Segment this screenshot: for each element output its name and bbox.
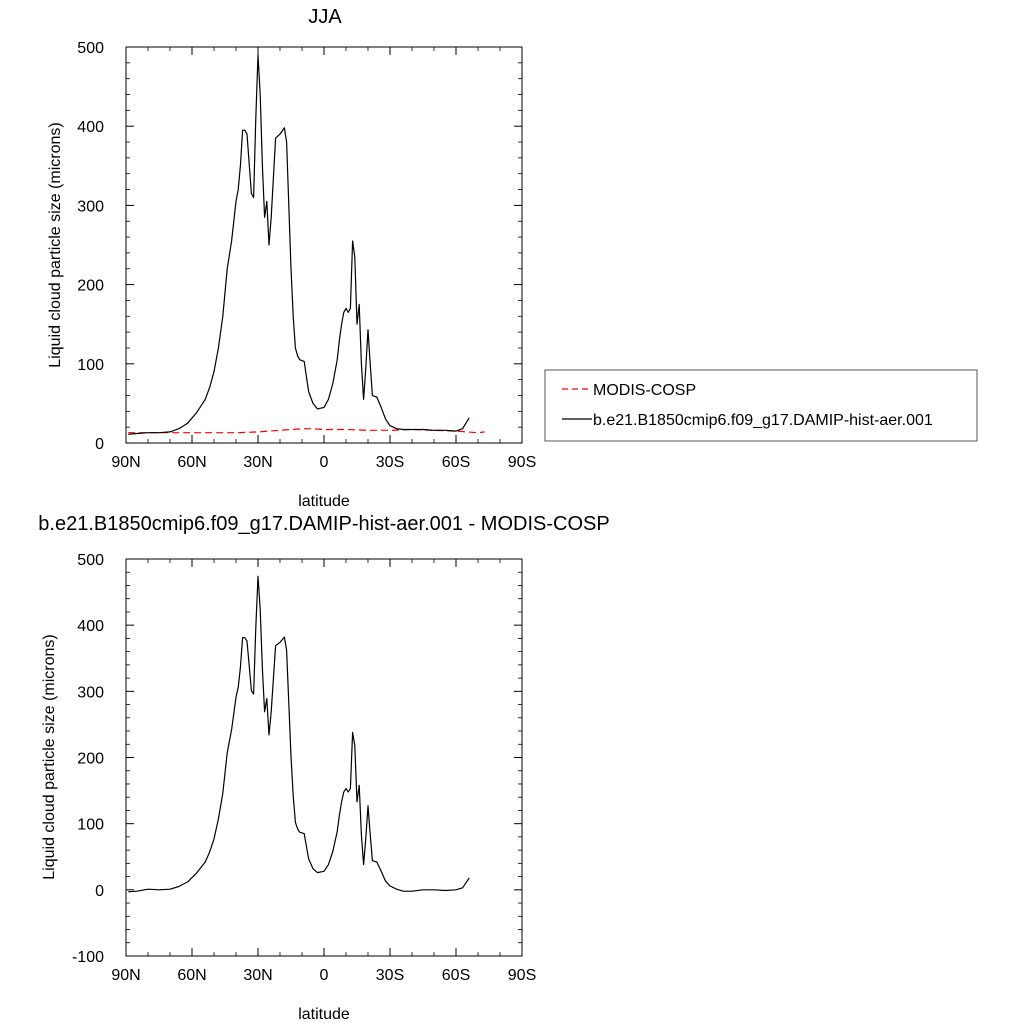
top-ytick-label: 0 xyxy=(95,436,104,453)
top-xtick-label: 90S xyxy=(508,454,536,471)
top-xtick-label: 30N xyxy=(243,454,272,471)
legend-box xyxy=(544,369,978,442)
top-panel: JJA 90N 60N 30N 0 30S 60S 90S0100200300400500 … xyxy=(47,6,536,510)
bottom-ytick-label: 300 xyxy=(77,684,104,701)
top-ytick-label: 400 xyxy=(77,119,104,136)
bottom-ticks: 90N 60N 30N 0 30S 60S 90S -100 0 100 200 300 400 500 xyxy=(72,552,536,984)
top-panel-xlabel: latitude xyxy=(298,493,350,510)
bottom-xtick-label: 60S xyxy=(442,967,470,984)
top-ytick-label: 100 xyxy=(77,357,104,374)
legend: MODIS-COSP b.e21.B1850cmip6.f09_g17.DAMI… xyxy=(544,369,978,442)
top-xtick-label: 30S xyxy=(376,454,404,471)
top-ytick-label: 200 xyxy=(77,278,104,295)
bottom-xtick-label: 0 xyxy=(320,967,329,984)
bottom-ytick-label: 200 xyxy=(77,751,104,768)
bottom-plot-frame xyxy=(125,558,523,957)
bottom-panel-xlabel: latitude xyxy=(298,1006,350,1023)
bottom-series xyxy=(128,575,470,893)
bottom-xtick-label: 30S xyxy=(376,967,404,984)
top-panel-title: JJA xyxy=(308,6,342,28)
top-series-line-1 xyxy=(128,54,470,435)
top-panel-ylabel: Liquid cloud particle size (microns) xyxy=(47,122,64,367)
bottom-panel: b.e21.B1850cmip6.f09_g17.DAMIP-hist-aer.… xyxy=(38,513,609,1023)
top-xtick-label: 0 xyxy=(320,454,329,471)
top-series-line-0 xyxy=(128,428,485,434)
bottom-panel-title: b.e21.B1850cmip6.f09_g17.DAMIP-hist-aer.… xyxy=(38,513,609,535)
bottom-ytick-label: 0 xyxy=(95,883,104,900)
top-xtick-label: 90N xyxy=(111,454,140,471)
top-xtick-label: 60S xyxy=(442,454,470,471)
top-plot-frame xyxy=(125,46,523,444)
top-series xyxy=(128,54,485,435)
legend-label-model: b.e21.B1850cmip6.f09_g17.DAMIP-hist-aer.… xyxy=(593,412,933,429)
bottom-ytick-label: 400 xyxy=(77,618,104,635)
bottom-xtick-label: 30N xyxy=(243,967,272,984)
bottom-ytick-label: 500 xyxy=(77,552,104,569)
bottom-ytick-label: -100 xyxy=(72,949,104,966)
top-ytick-label: 300 xyxy=(77,198,104,215)
bottom-panel-ylabel: Liquid cloud particle size (microns) xyxy=(41,634,58,879)
bottom-xtick-label: 90S xyxy=(508,967,536,984)
bottom-series-line-0 xyxy=(128,575,470,893)
bottom-ytick-label: 100 xyxy=(77,817,104,834)
top-ticks: 90N 60N 30N 0 30S 60S 90S 0 100 200 300 400 500 xyxy=(77,40,536,471)
top-ytick-label: 500 xyxy=(77,40,104,57)
legend-label-modis: MODIS-COSP xyxy=(593,382,696,399)
bottom-xtick-label: 60N xyxy=(177,967,206,984)
top-xtick-label: 60N xyxy=(177,454,206,471)
bottom-xtick-label: 90N xyxy=(111,967,140,984)
